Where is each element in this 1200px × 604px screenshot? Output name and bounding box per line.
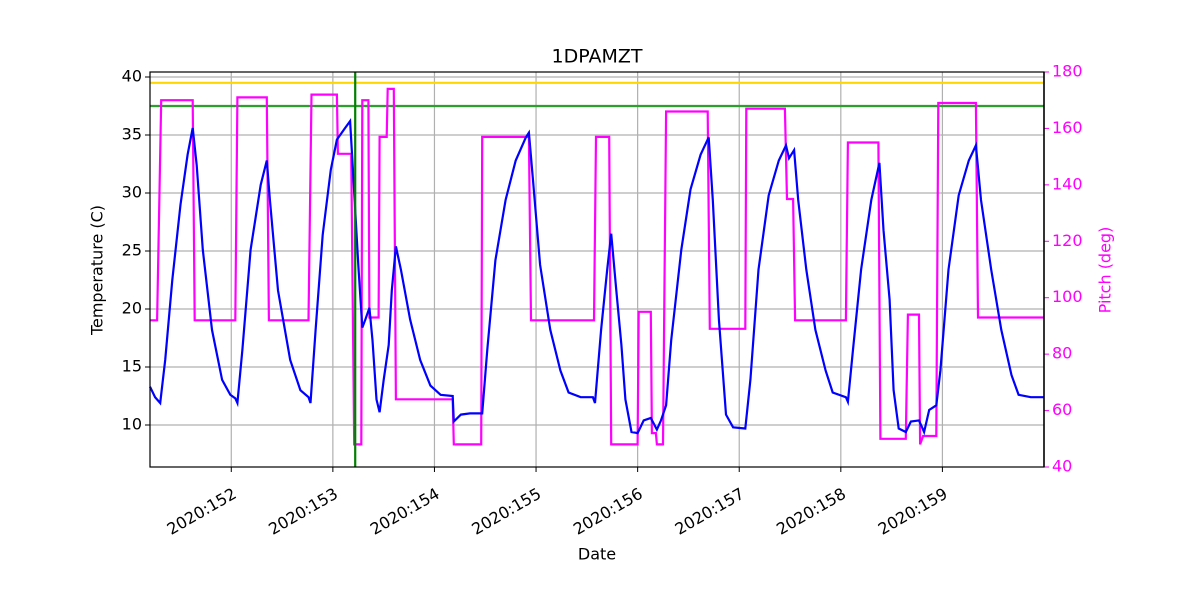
plot-frame (149, 71, 1045, 468)
x-tick-label: 2020:158 (773, 484, 849, 539)
x-tick-label: 2020:157 (672, 484, 748, 539)
y-tick-label: 35 (122, 124, 142, 143)
line-series (149, 117, 1044, 436)
y2-tick-label: 40 (1052, 457, 1072, 476)
x-axis-label: Date (578, 545, 616, 564)
y2-axis-label: Pitch (deg) (1096, 227, 1115, 314)
y2-tick-label: 160 (1052, 118, 1083, 137)
x-tick-label: 2020:154 (367, 484, 443, 539)
y-tick-label: 15 (122, 357, 142, 376)
x-tick-label: 2020:155 (468, 484, 544, 539)
x-tick-label: 2020:153 (265, 484, 341, 539)
chart-title: 1DPAMZT (552, 46, 643, 68)
x-tick-label: 2020:159 (875, 484, 951, 539)
x-tick-label: 2020:152 (164, 484, 240, 539)
y2-tick-label: 100 (1052, 287, 1083, 306)
y-tick-label: 40 (122, 66, 142, 85)
y2-tick-label: 140 (1052, 174, 1083, 193)
y2-tick-label: 180 (1052, 62, 1083, 81)
y-tick-label: 30 (122, 182, 142, 201)
y-tick-label: 10 (122, 415, 142, 434)
y-tick-label: 25 (122, 240, 142, 259)
x-tick-label: 2020:156 (570, 484, 646, 539)
line-series (150, 87, 1044, 446)
y-tick-label: 20 (122, 299, 142, 318)
y2-tick-label: 80 (1052, 344, 1072, 363)
y2-tick-label: 120 (1052, 231, 1083, 250)
y-axis-label: Temperature (C) (88, 205, 107, 336)
y2-tick-label: 60 (1052, 400, 1072, 419)
